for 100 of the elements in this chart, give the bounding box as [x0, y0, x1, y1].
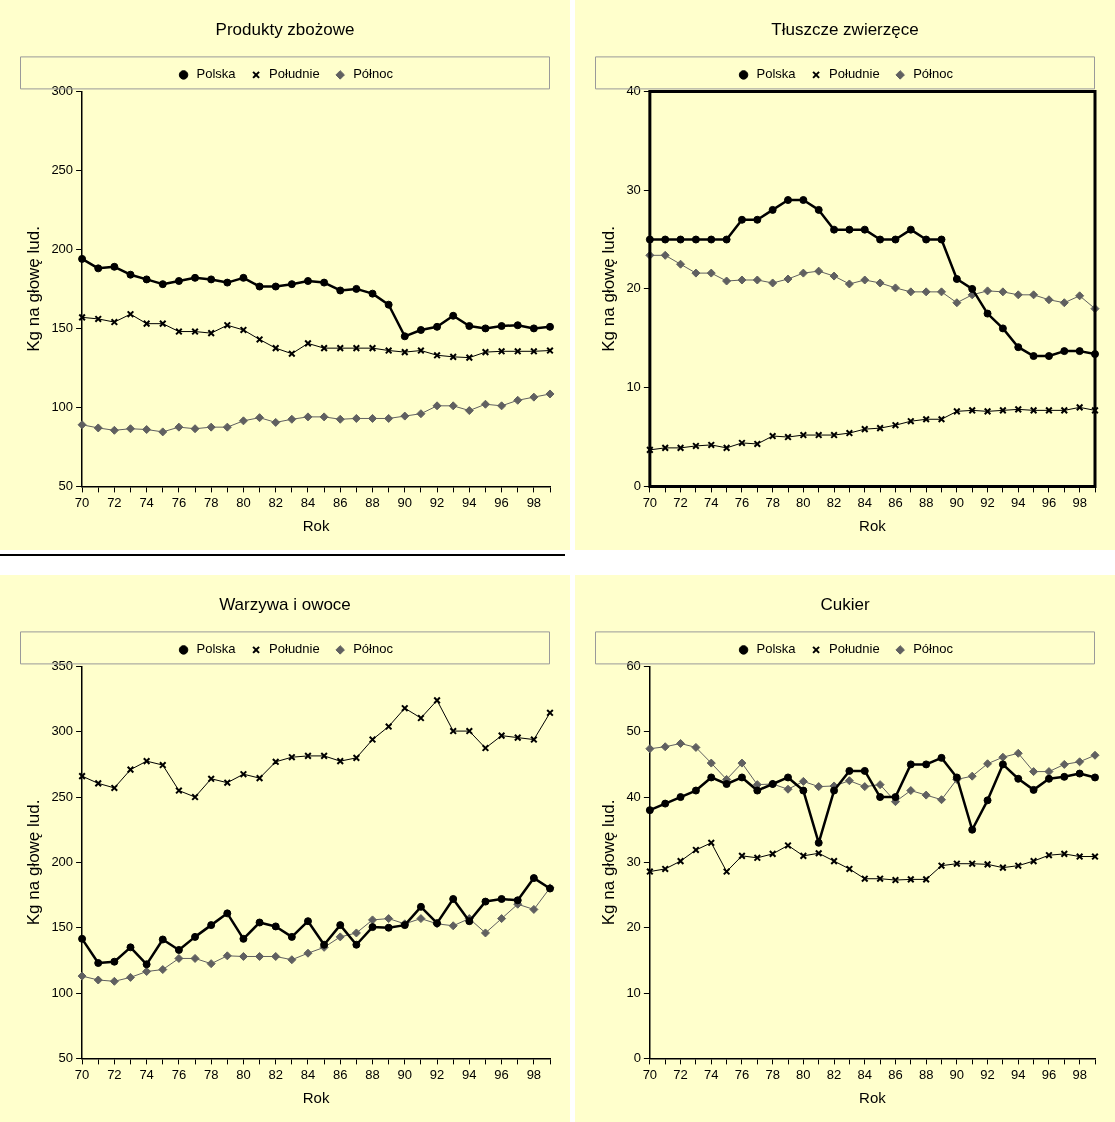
x-tick-label: 98: [526, 1066, 542, 1082]
x-tick-label: 70: [642, 1066, 658, 1082]
legend-label: Południe: [829, 66, 880, 82]
x-tick-label: 94: [462, 494, 477, 510]
y-tick-label: 20: [626, 919, 641, 935]
x-tick-label: 88: [918, 1066, 934, 1082]
x-tick-label: 90: [949, 1066, 965, 1082]
x-tick-label: 80: [236, 494, 251, 510]
y-tick-label: 40: [626, 788, 641, 804]
y-tick-label: 20: [626, 280, 641, 296]
legend-label: Północ: [353, 641, 394, 657]
x-tick-label: 86: [333, 1066, 348, 1082]
y-tick-label: 200: [51, 240, 74, 256]
y-axis-title: Kg na głowę lud.: [598, 226, 618, 352]
y-axis-title: Kg na głowę lud.: [23, 226, 43, 352]
y-tick-label: 250: [51, 161, 74, 177]
x-tick-label: 96: [1041, 494, 1057, 510]
y-tick-label: 350: [51, 657, 74, 673]
legend-label: Południe: [829, 641, 880, 657]
x-tick-label: 88: [918, 494, 934, 510]
x-tick-label: 86: [333, 494, 348, 510]
y-tick-label: 50: [58, 477, 74, 493]
x-tick-label: 70: [74, 1066, 90, 1082]
x-tick-label: 82: [826, 494, 842, 510]
x-tick-label: 80: [796, 494, 811, 510]
x-tick-label: 86: [888, 1066, 903, 1082]
y-tick-label: 300: [51, 723, 74, 739]
x-axis-title: Rok: [302, 1089, 330, 1107]
y-tick-label: 0: [633, 1049, 641, 1065]
legend-label: Południe: [269, 641, 320, 657]
x-tick-label: 90: [397, 494, 413, 510]
y-tick-label: 0: [633, 477, 641, 493]
x-tick-label: 78: [765, 1066, 780, 1082]
y-tick-label: 30: [626, 181, 641, 197]
x-tick-label: 96: [494, 1066, 509, 1082]
x-tick-label: 92: [429, 1066, 445, 1082]
x-axis-title: Rok: [302, 517, 330, 535]
x-tick-label: 80: [796, 1066, 811, 1082]
x-tick-label: 90: [949, 494, 965, 510]
x-tick-label: 82: [268, 494, 283, 510]
y-tick-label: 100: [51, 398, 74, 414]
x-tick-label: 72: [673, 1066, 688, 1082]
x-tick-label: 84: [857, 494, 872, 510]
x-tick-label: 84: [300, 494, 316, 510]
x-tick-label: 84: [857, 1066, 872, 1082]
y-tick-label: 50: [58, 1049, 74, 1065]
y-tick-label: 150: [51, 919, 74, 935]
y-axis-title: Kg na głowę lud.: [598, 799, 618, 926]
x-axis-title: Rok: [859, 517, 887, 535]
x-tick-label: 70: [642, 494, 658, 510]
x-tick-label: 82: [826, 1066, 842, 1082]
y-tick-label: 250: [51, 788, 74, 804]
chart-title: Produkty zbożowe: [215, 19, 355, 39]
legend-label: Polska: [196, 641, 237, 657]
x-tick-label: 98: [526, 494, 542, 510]
x-tick-label: 84: [300, 1066, 316, 1082]
x-axis-title: Rok: [859, 1089, 887, 1107]
legend-label: Północ: [913, 66, 954, 82]
chart-title: Tłuszcze zwierzęce: [771, 19, 919, 39]
x-tick-label: 74: [704, 1066, 719, 1082]
legend-label: Polska: [756, 66, 797, 82]
y-tick-label: 50: [626, 723, 641, 739]
x-tick-label: 98: [1072, 1066, 1087, 1082]
x-tick-label: 74: [139, 494, 154, 510]
legend-label: Polska: [196, 66, 237, 82]
x-tick-label: 92: [980, 1066, 995, 1082]
x-tick-label: 92: [980, 494, 995, 510]
x-tick-label: 94: [1011, 494, 1026, 510]
x-tick-label: 90: [397, 1066, 413, 1082]
y-axis-title: Kg na głowę lud.: [23, 799, 43, 926]
legend-label: Północ: [913, 641, 954, 657]
x-tick-label: 76: [734, 1066, 750, 1082]
y-tick-label: 10: [626, 984, 641, 1000]
x-tick-label: 98: [1072, 494, 1087, 510]
x-tick-label: 76: [171, 1066, 187, 1082]
x-tick-label: 76: [171, 494, 187, 510]
x-tick-label: 80: [236, 1066, 251, 1082]
x-tick-label: 82: [268, 1066, 283, 1082]
x-tick-label: 96: [1041, 1066, 1057, 1082]
x-tick-label: 78: [203, 1066, 219, 1082]
x-tick-label: 86: [888, 494, 903, 510]
y-tick-label: 30: [626, 853, 641, 869]
y-tick-label: 60: [626, 657, 641, 673]
y-tick-label: 40: [626, 82, 641, 98]
x-tick-label: 78: [203, 494, 219, 510]
x-tick-label: 72: [673, 494, 688, 510]
x-tick-label: 70: [74, 494, 90, 510]
x-tick-label: 74: [704, 494, 719, 510]
y-tick-label: 200: [51, 853, 74, 869]
x-tick-label: 76: [734, 494, 750, 510]
chart-title: Warzywa i owoce: [219, 594, 351, 614]
y-tick-label: 10: [626, 379, 641, 395]
x-tick-label: 72: [107, 1066, 122, 1082]
x-tick-label: 96: [494, 494, 509, 510]
x-tick-label: 72: [107, 494, 122, 510]
x-tick-label: 88: [365, 1066, 380, 1082]
x-tick-label: 94: [462, 1066, 477, 1082]
legend-label: Południe: [269, 66, 320, 82]
x-tick-label: 92: [429, 494, 445, 510]
legend-label: Polska: [756, 641, 797, 657]
